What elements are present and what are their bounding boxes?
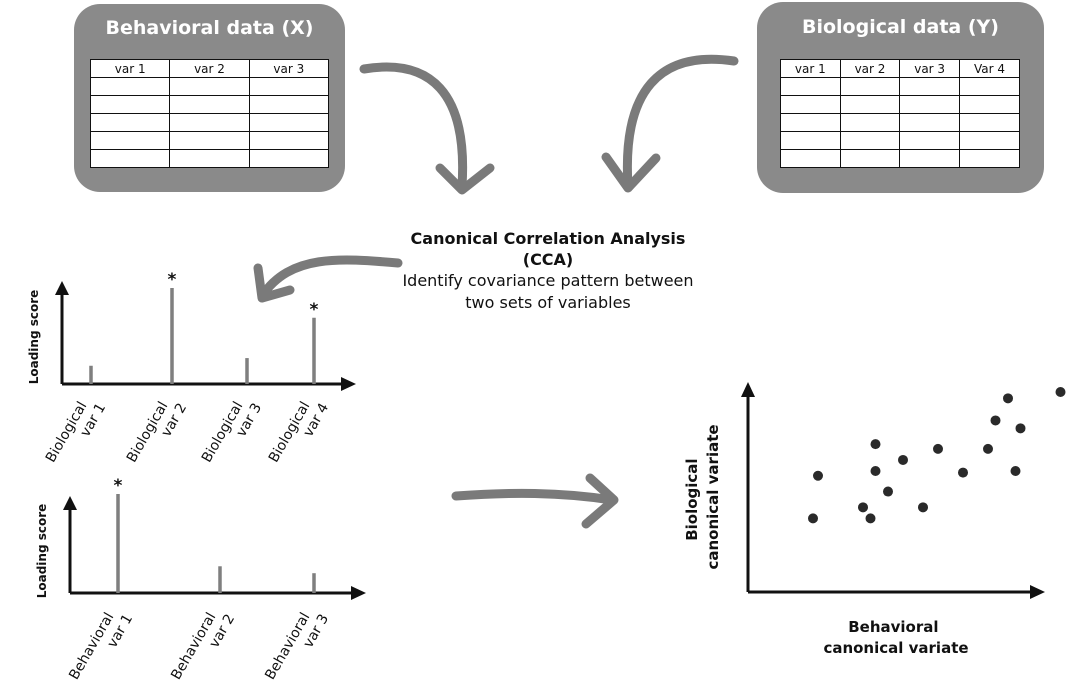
column-header: Var 4: [958, 59, 1021, 78]
scatter-point: [990, 415, 1001, 426]
scatter-point: [1015, 423, 1026, 434]
scatter-xlabel: Behavioral canonical variate: [823, 618, 968, 657]
behavioral-data-table: var 1 var 2 var 3: [89, 59, 330, 168]
bar-tick-label: Behavioralvar 2: [168, 603, 238, 686]
table-row: [780, 113, 1021, 132]
table-cell: [248, 149, 330, 168]
beh-loadings-axes: Loading score: [35, 496, 366, 600]
table-row: [89, 95, 330, 114]
bar-tick-label: Behavioralvar 1: [66, 603, 136, 686]
bio-loadings-bars: Biologicalvar 1*Biologicalvar 2 Biologica…: [43, 270, 332, 474]
scatter-point: [870, 466, 881, 476]
flow-arrow-behavioral-to-cca-head: [435, 163, 495, 195]
scatter-point: [1055, 387, 1066, 397]
cca-title: Canonical Correlation Analysis (CCA): [410, 229, 686, 269]
scatter-axes: Behavioral canonical variate Biological …: [683, 382, 1045, 657]
scatter-points: [808, 387, 1066, 524]
scatter-point: [1010, 466, 1021, 476]
behavioral-panel-title: Behavioral data (X): [105, 17, 314, 39]
beh-loadings-bars: * Behavioralvar 1 Behavioralvar 2 Behaviora…: [66, 476, 332, 686]
table-header-row: var 1 var 2 var 3 Var 4: [780, 59, 1021, 78]
scatter-point: [983, 443, 993, 454]
behavioral-data-panel: Behavioral data (X) var 1 var 2 var 3: [74, 4, 345, 192]
scatter-point: [918, 502, 928, 513]
bar-tick-label: Behavioralvar 3: [262, 603, 332, 686]
flow-arrow-loadings-to-scatter-head: [581, 473, 619, 529]
table-row: [780, 95, 1021, 114]
table-row: [780, 149, 1021, 168]
table-row: [89, 113, 330, 132]
scatter-point: [858, 502, 868, 513]
table-header-row: var 1 var 2 var 3: [89, 59, 330, 78]
biological-data-table: var 1 var 2 var 3 Var 4: [780, 59, 1021, 168]
biological-panel-title: Biological data (Y): [801, 16, 999, 38]
flow-arrow-biological-to-cca: [622, 54, 739, 191]
flow-arrow-loadings-to-scatter: [451, 488, 617, 505]
column-header: var 3: [248, 59, 330, 78]
cca-description: Identify covariance pattern between two …: [402, 271, 694, 312]
significance-marker: *: [168, 270, 177, 290]
bar-tick-label: Biologicalvar 2: [124, 392, 190, 474]
scatter-point: [898, 454, 908, 465]
scatter-point: [883, 486, 893, 497]
scatter-point: [958, 467, 968, 478]
flow-arrow-cca-to-loadings-head: [253, 263, 295, 303]
flow-arrow-behavioral-to-cca: [359, 62, 468, 191]
table-row: [780, 131, 1021, 150]
scatter-point: [870, 439, 881, 450]
scatter-point: [933, 443, 943, 454]
flow-arrow-cca-to-loadings: [257, 255, 403, 301]
scatter-point: [808, 513, 818, 524]
column-header: var 2: [839, 59, 901, 78]
scatter-ylabel: Biological canonical variate: [683, 424, 722, 569]
significance-marker: *: [310, 300, 319, 320]
bar-tick-label: Biologicalvar 3: [199, 392, 265, 474]
bio-loadings-axes: Loading score: [27, 281, 356, 391]
table-row: [89, 149, 330, 168]
bar-tick-label: Biologicalvar 4: [266, 392, 332, 474]
cca-description-block: Canonical Correlation Analysis (CCA) Ide…: [398, 228, 698, 314]
flow-arrow-biological-to-cca-head: [601, 152, 661, 193]
column-header: var 1: [780, 59, 841, 78]
scatter-point: [1003, 393, 1013, 404]
table-row: [780, 77, 1021, 96]
bar-tick-label: Biologicalvar 1: [43, 392, 109, 474]
scatter-point: [813, 470, 823, 481]
table-cell: [958, 149, 1021, 168]
biological-data-panel: Biological data (Y) var 1 var 2 var 3 Va…: [757, 2, 1044, 193]
significance-marker: *: [114, 476, 123, 496]
scatter-point: [865, 513, 876, 524]
table-row: [89, 77, 330, 96]
bio-loadings-ylabel: Loading score: [27, 290, 41, 385]
beh-loadings-ylabel: Loading score: [35, 504, 49, 599]
